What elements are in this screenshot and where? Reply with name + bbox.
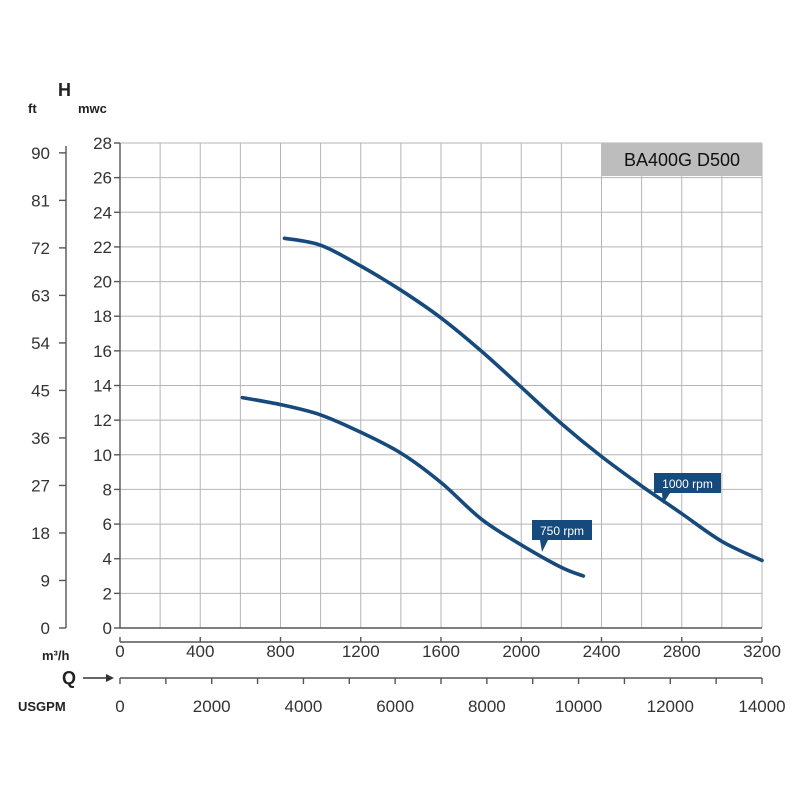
y-primary-tick-label: 12 [93,411,112,430]
y-secondary-tick-label: 81 [31,191,50,210]
curve-1000-rpm [282,236,764,563]
x-secondary-tick-label: 6000 [376,697,414,716]
x-secondary-tick-label: 10000 [555,697,602,716]
x-primary-unit: m³/h [42,648,70,663]
y-secondary-tick-label: 27 [31,476,50,495]
x-secondary-tick-label: 12000 [647,697,694,716]
y-primary-unit: mwc [78,101,107,116]
x-primary-tick-label: 2000 [502,642,540,661]
grid [119,142,763,629]
y-secondary-tick-label: 45 [31,381,50,400]
y-axis-symbol: H [58,80,71,100]
y-primary-tick-label: 10 [93,446,112,465]
x-primary-tick-label: 2800 [663,642,701,661]
y-secondary-tick-label: 18 [31,524,50,543]
y-primary-tick-label: 8 [103,480,112,499]
y-primary-tick-label: 6 [103,515,112,534]
label-750-rpm-text: 750 rpm [540,524,584,538]
q-arrow-icon [83,674,114,682]
y-secondary-tick-label: 0 [41,619,50,638]
label-750-rpm: 750 rpm [532,520,592,552]
label-750-rpm-background [532,520,592,540]
x-primary-tick-label: 800 [266,642,294,661]
y-secondary-unit: ft [28,101,37,116]
title-background [601,143,762,176]
x-secondary-tick-label: 14000 [738,697,785,716]
x-primary-tick-label: 1600 [422,642,460,661]
x-secondary-unit: USGPM [18,699,66,714]
y-secondary-tick-label: 90 [31,144,50,163]
label-750-rpm-pointer [540,540,548,552]
x-secondary-tick-label: 2000 [193,697,231,716]
label-1000-rpm: 1000 rpm [654,473,721,504]
y-primary-tick-label: 22 [93,238,112,257]
y-secondary-tick-label: 36 [31,429,50,448]
y-primary-tick-label: 0 [103,619,112,638]
y-primary-tick-label: 26 [93,169,112,188]
y-primary-tick-label: 24 [93,203,112,222]
y-primary-tick-label: 20 [93,273,112,292]
x-secondary-tick-label: 8000 [468,697,506,716]
y-secondary-tick-label: 72 [31,239,50,258]
x-axis-symbol: Q [62,668,76,688]
y-primary-tick-label: 16 [93,342,112,361]
performance-curves [240,236,764,578]
title-box: BA400G D500 [601,143,762,176]
x-secondary-tick-label: 4000 [285,697,323,716]
label-1000-rpm-text: 1000 rpm [662,477,713,491]
x-secondary-tick-label: 0 [115,697,124,716]
x-primary-tick-label: 2400 [583,642,621,661]
axes: 0246810121416182022242628091827364554637… [31,134,786,716]
y-secondary-tick-label: 9 [41,571,50,590]
y-primary-tick-label: 4 [103,550,112,569]
y-primary-tick-label: 28 [93,134,112,153]
y-secondary-tick-label: 54 [31,334,50,353]
label-1000-rpm-background [654,473,721,493]
x-primary-tick-label: 1200 [342,642,380,661]
y-primary-tick-label: 18 [93,307,112,326]
label-1000-rpm-pointer [662,493,670,504]
chart-title: BA400G D500 [624,150,740,170]
x-primary-tick-label: 0 [115,642,124,661]
y-primary-tick-label: 14 [93,377,112,396]
x-primary-tick-label: 400 [186,642,214,661]
x-primary-tick-label: 3200 [743,642,781,661]
y-primary-tick-label: 2 [103,584,112,603]
y-secondary-tick-label: 63 [31,286,50,305]
curve-750-rpm [240,395,586,578]
